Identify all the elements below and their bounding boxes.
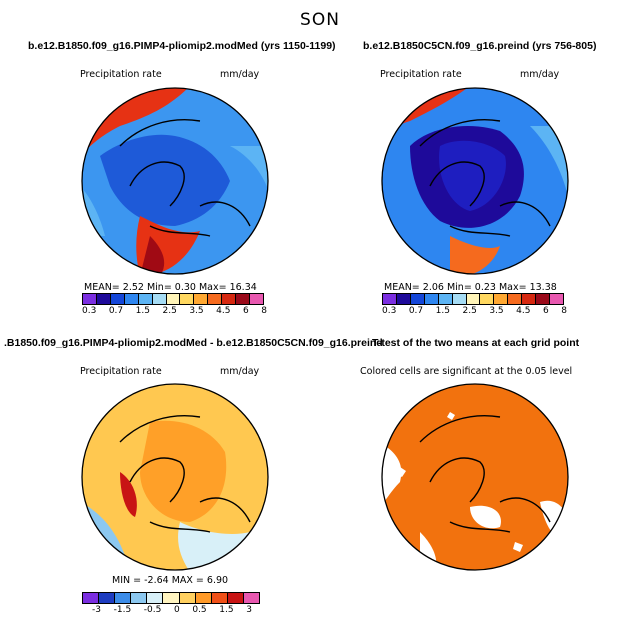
panel-3-map <box>81 383 269 571</box>
panel-1-map <box>81 87 269 275</box>
colorbar-swatch <box>166 294 181 304</box>
panel-1-title: b.e12.B1850.f09_g16.PIMP4-pliomip2.modMe… <box>28 40 336 52</box>
panel-3-tick: -1.5 <box>113 605 132 615</box>
colorbar-swatch <box>494 294 509 304</box>
panel-3-tick: 1.5 <box>219 605 234 615</box>
colorbar-swatch <box>194 294 209 304</box>
panel-1-tick: 8 <box>261 306 267 316</box>
panel-3-tick: 0.5 <box>192 605 207 615</box>
panel-2-tick: 6 <box>542 306 549 316</box>
colorbar-swatch <box>438 294 453 304</box>
panel-2-colorbar <box>382 293 564 305</box>
colorbar-swatch <box>227 593 244 603</box>
panel-1-tick: 4.5 <box>216 306 231 316</box>
colorbar-swatch <box>550 294 563 304</box>
panel-1-tick: 2.5 <box>162 306 177 316</box>
panel-1-ticks: 0.3 0.7 1.5 2.5 3.5 4.5 6 8 <box>82 306 267 316</box>
panel-3-stats: MIN = -2.64 MAX = 6.90 <box>112 575 229 586</box>
panel-2-tick: 2.5 <box>462 306 477 316</box>
colorbar-swatch <box>152 294 167 304</box>
panel-3-units: mm/day <box>220 366 260 377</box>
colorbar-swatch <box>195 593 212 603</box>
panel-2-map <box>381 87 569 275</box>
panel-3-tick: -0.5 <box>143 605 162 615</box>
colorbar-swatch <box>480 294 495 304</box>
colorbar-swatch <box>131 593 148 603</box>
panel-3-var: Precipitation rate <box>80 366 162 377</box>
colorbar-swatch <box>222 294 237 304</box>
panel-1-tick: 0.7 <box>108 306 124 316</box>
colorbar-swatch <box>83 593 100 603</box>
colorbar-swatch <box>83 294 97 304</box>
colorbar-swatch <box>452 294 467 304</box>
colorbar-swatch <box>211 593 228 603</box>
colorbar-swatch <box>508 294 523 304</box>
panel-1-units: mm/day <box>220 69 260 80</box>
panel-2-tick: 4.5 <box>516 306 531 316</box>
colorbar-swatch <box>383 294 397 304</box>
colorbar-swatch <box>424 294 439 304</box>
panel-3-ticks: -3 -1.5 -0.5 0 0.5 1.5 3 <box>92 605 252 615</box>
panel-3-tick: 0 <box>173 605 180 615</box>
colorbar-swatch <box>179 593 196 603</box>
colorbar-swatch <box>466 294 481 304</box>
panel-2-title: b.e12.B1850C5CN.f09_g16.preind (yrs 756-… <box>363 40 597 52</box>
panel-2-ticks: 0.3 0.7 1.5 2.5 3.5 4.5 6 8 <box>382 306 567 316</box>
colorbar-swatch <box>522 294 537 304</box>
panel-1-tick: 1.5 <box>135 306 150 316</box>
panel-1-colorbar <box>82 293 264 305</box>
panel-2-var: Precipitation rate <box>380 69 462 80</box>
colorbar-swatch <box>250 294 263 304</box>
colorbar-swatch <box>163 593 180 603</box>
panel-2-tick: 0.7 <box>408 306 424 316</box>
colorbar-swatch <box>110 294 125 304</box>
colorbar-swatch <box>536 294 551 304</box>
colorbar-swatch <box>208 294 223 304</box>
colorbar-swatch <box>410 294 425 304</box>
panel-4-subtitle: Colored cells are significant at the 0.0… <box>360 366 573 377</box>
panel-2-stats: MEAN= 2.06 Min= 0.23 Max= 13.38 <box>384 282 557 293</box>
panel-4-title: T-test of the two means at each grid poi… <box>372 337 580 349</box>
panel-1-tick: 6 <box>242 306 249 316</box>
colorbar-swatch <box>396 294 411 304</box>
colorbar-swatch <box>115 593 132 603</box>
panel-2-tick: 1.5 <box>435 306 450 316</box>
colorbar-swatch <box>138 294 153 304</box>
panel-1-tick: 0.3 <box>82 306 97 316</box>
colorbar-swatch <box>236 294 251 304</box>
panel-3-tick: 3 <box>246 605 252 615</box>
panel-3-title: .B1850.f09_g16.PIMP4-pliomip2.modMed - b… <box>4 337 383 349</box>
panel-1-stats: MEAN= 2.52 Min= 0.30 Max= 16.34 <box>84 282 257 293</box>
colorbar-swatch <box>243 593 260 603</box>
panel-2-units: mm/day <box>520 69 560 80</box>
colorbar-swatch <box>96 294 111 304</box>
panel-2-tick: 0.3 <box>382 306 397 316</box>
panel-2-tick: 3.5 <box>489 306 504 316</box>
colorbar-swatch <box>99 593 116 603</box>
colorbar-swatch <box>147 593 164 603</box>
panel-1-tick: 3.5 <box>189 306 204 316</box>
colorbar-swatch <box>180 294 195 304</box>
panel-4-map <box>381 383 569 571</box>
panel-3-colorbar <box>82 592 260 604</box>
panel-1-var: Precipitation rate <box>80 69 162 80</box>
colorbar-swatch <box>124 294 139 304</box>
panel-2-tick: 8 <box>561 306 567 316</box>
panel-3-tick: -3 <box>92 605 101 615</box>
season-title: SON <box>300 10 340 30</box>
